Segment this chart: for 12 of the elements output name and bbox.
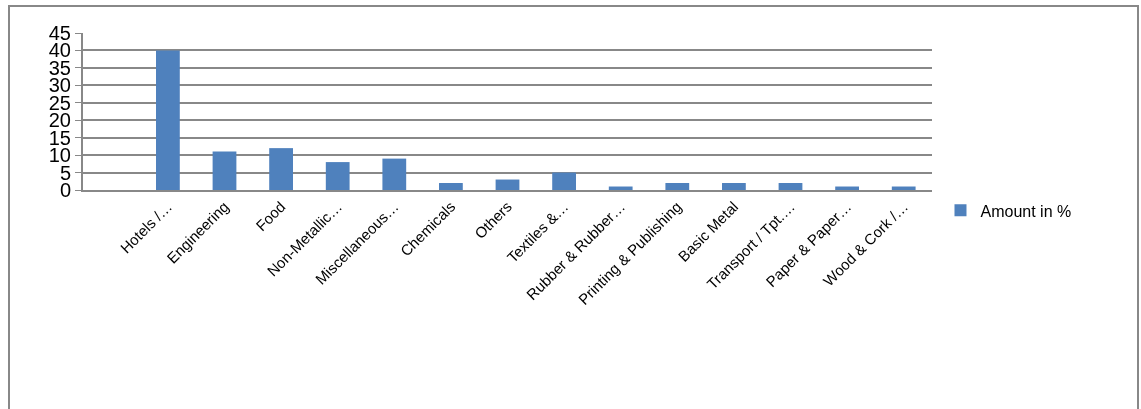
bar [552,172,576,190]
bar [269,148,293,190]
bar [495,179,520,190]
legend-label: Amount in % [980,202,1072,220]
bar [665,183,690,190]
bar [325,162,350,190]
bar [156,50,180,190]
bar [722,183,746,190]
bar [382,158,407,190]
bar [778,183,803,190]
bar [439,183,463,190]
bar [212,151,237,190]
